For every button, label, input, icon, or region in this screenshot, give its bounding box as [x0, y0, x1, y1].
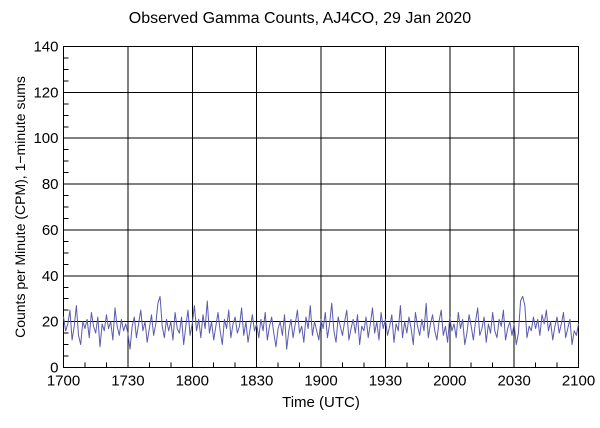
x-tick-label: 2030 — [497, 373, 530, 390]
y-axis-title: Counts per Minute (CPM), 1−minute sums — [12, 76, 28, 338]
x-tick-label: 1830 — [240, 373, 273, 390]
y-tick-label: 0 — [50, 360, 58, 377]
chart-title: Observed Gamma Counts, AJ4CO, 29 Jan 202… — [128, 10, 472, 27]
x-tick-label: 1800 — [176, 373, 209, 390]
x-tick-label: 1730 — [111, 373, 144, 390]
y-tick-label: 100 — [33, 130, 58, 147]
y-tick-label: 20 — [42, 314, 59, 331]
y-tick-label: 140 — [33, 39, 58, 56]
data-series-line — [63, 295, 579, 350]
x-tick-label: 1700 — [47, 373, 80, 390]
y-tick-label: 60 — [42, 222, 59, 239]
plot-border — [63, 46, 579, 368]
x-axis-title: Time (UTC) — [282, 394, 360, 411]
x-tick-label: 2000 — [433, 373, 466, 390]
x-tick-label: 2100 — [562, 373, 595, 390]
y-tick-label: 40 — [42, 268, 59, 285]
y-tick-label: 120 — [33, 84, 58, 101]
x-tick-label: 1930 — [369, 373, 402, 390]
x-tick-label: 1900 — [304, 373, 337, 390]
y-tick-label: 80 — [42, 176, 59, 193]
